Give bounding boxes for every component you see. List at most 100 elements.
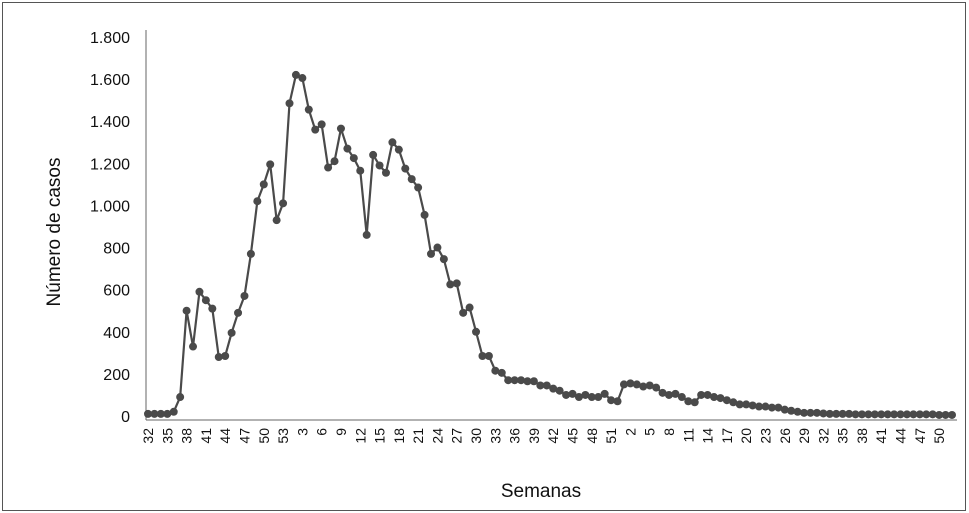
x-tick-label: 27: [449, 428, 465, 444]
y-tick-label: 800: [103, 241, 130, 258]
x-tick-label: 2: [622, 428, 638, 436]
data-point: [677, 393, 686, 402]
data-point: [652, 383, 661, 392]
y-tick-label: 200: [103, 367, 130, 384]
data-point: [214, 353, 223, 362]
x-axis-title: Semanas: [501, 481, 581, 502]
data-point: [896, 410, 905, 419]
x-tick-label: 17: [719, 428, 735, 444]
data-point: [472, 327, 481, 336]
x-tick-label: 35: [159, 428, 175, 444]
data-point: [285, 99, 294, 108]
x-tick-label: 39: [526, 428, 542, 444]
y-tick-label: 1.400: [90, 114, 130, 131]
data-point: [144, 409, 152, 418]
data-point: [362, 230, 371, 239]
x-tick-label: 36: [507, 428, 523, 444]
data-point: [311, 125, 320, 134]
y-tick-label: 1.800: [90, 30, 130, 47]
data-point: [890, 410, 899, 419]
x-tick-label: 50: [256, 428, 272, 444]
data-point: [838, 409, 847, 418]
y-tick-label: 1.600: [90, 72, 130, 89]
data-point: [664, 390, 673, 399]
data-point: [587, 393, 596, 402]
x-tick-label: 8: [661, 428, 677, 436]
data-point: [169, 407, 178, 416]
data-point: [459, 308, 468, 317]
data-point: [240, 291, 249, 300]
data-point: [780, 405, 789, 414]
data-point: [607, 396, 616, 405]
data-point: [304, 105, 313, 114]
y-tick-label: 1.200: [90, 156, 130, 173]
data-point: [806, 408, 815, 417]
data-point: [690, 398, 699, 407]
data-point: [529, 377, 538, 386]
data-point: [671, 389, 680, 398]
data-point: [201, 296, 210, 305]
data-point: [189, 342, 198, 351]
series-line: [148, 73, 952, 417]
data-point: [484, 351, 493, 360]
data-point: [478, 351, 487, 360]
data-point: [156, 409, 165, 418]
data-point: [922, 410, 931, 419]
data-point: [832, 409, 841, 418]
data-point: [330, 157, 339, 166]
x-tick-label: 5: [642, 428, 658, 436]
data-point: [877, 410, 886, 419]
data-point: [349, 154, 358, 163]
data-point: [356, 166, 365, 175]
data-point: [504, 376, 513, 385]
x-tick-label: 35: [835, 428, 851, 444]
x-tick-label: 32: [815, 428, 831, 444]
x-tick-label: 47: [912, 428, 928, 444]
data-point: [253, 197, 262, 206]
data-point: [163, 409, 172, 418]
data-point: [234, 308, 243, 317]
y-tick-label: 0: [121, 409, 130, 426]
data-point: [626, 379, 635, 388]
data-point: [812, 408, 821, 417]
data-point: [703, 390, 712, 399]
data-point: [639, 382, 648, 391]
data-point: [266, 160, 275, 169]
data-point: [407, 175, 416, 184]
data-point: [150, 409, 159, 418]
data-point: [902, 410, 911, 419]
x-tick-label: 18: [391, 428, 407, 444]
data-point: [272, 216, 281, 225]
x-tick-label: 38: [179, 428, 195, 444]
x-tick-label: 41: [873, 428, 889, 444]
data-point: [427, 249, 436, 258]
data-point: [825, 409, 834, 418]
x-tick-label: 45: [565, 428, 581, 444]
data-point: [645, 381, 654, 390]
data-point: [935, 410, 944, 419]
data-point: [227, 328, 236, 337]
data-point: [414, 183, 423, 192]
data-point: [336, 124, 345, 133]
x-tick-label: 47: [236, 428, 252, 444]
x-tick-label: 50: [931, 428, 947, 444]
x-tick-label: 15: [372, 428, 388, 444]
y-tick-label: 400: [103, 325, 130, 342]
data-point: [697, 390, 706, 399]
data-point: [941, 410, 950, 419]
data-point: [613, 397, 622, 406]
x-tick-label: 26: [777, 428, 793, 444]
data-point: [761, 402, 770, 411]
x-tick-label: 32: [140, 428, 156, 444]
data-point: [291, 70, 300, 79]
data-point: [176, 393, 185, 402]
data-point: [748, 401, 757, 410]
data-point: [800, 408, 809, 417]
data-point: [510, 376, 519, 385]
data-point: [581, 390, 590, 399]
x-tick-label: 11: [680, 428, 696, 443]
x-tick-label: 48: [584, 428, 600, 444]
data-point: [420, 210, 429, 219]
data-point: [857, 410, 866, 419]
